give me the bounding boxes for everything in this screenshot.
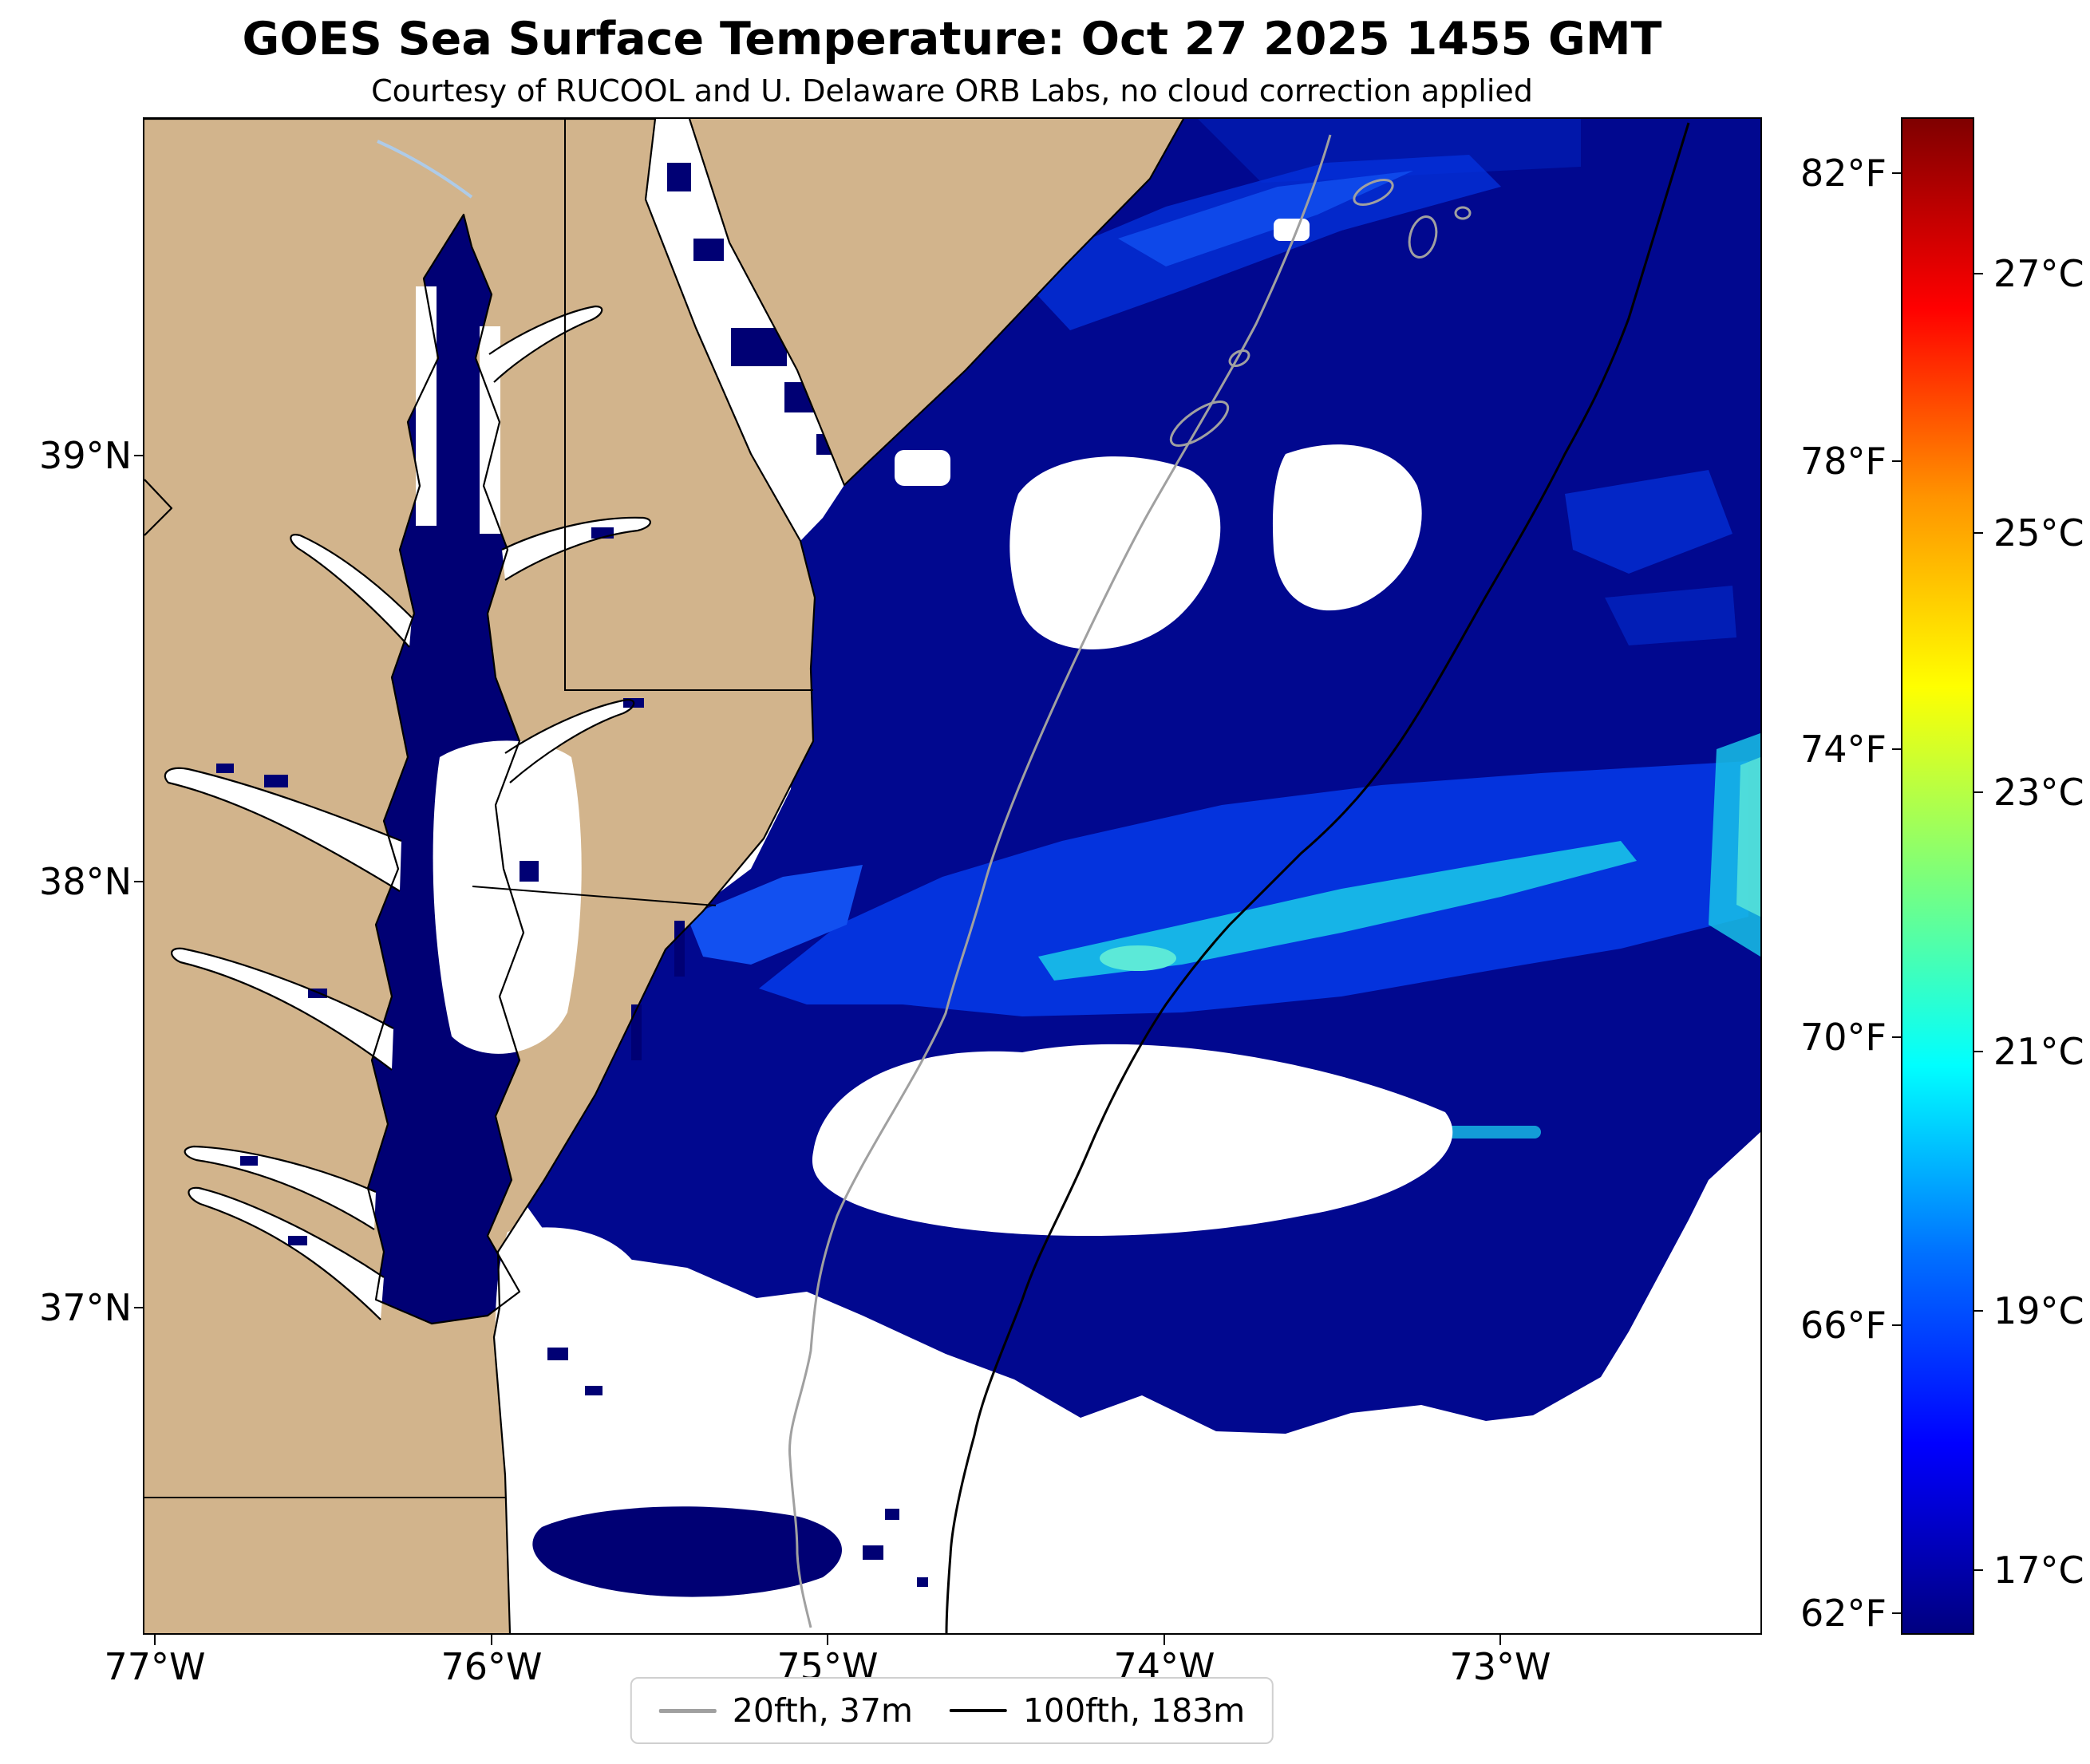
cb-f-label: 70°F <box>1800 1016 1887 1059</box>
x-tickmark <box>827 1635 828 1645</box>
cb-f-label: 78°F <box>1800 440 1887 483</box>
legend-item-100fth: 100fth, 183m <box>949 1691 1246 1730</box>
isobath-100fth-line <box>945 122 1690 1633</box>
nanticoke-river <box>505 700 634 783</box>
y-tickmark <box>134 881 144 882</box>
cb-c-label: 17°C <box>1993 1549 2084 1592</box>
isobath-legend: 20fth, 37m 100fth, 183m <box>630 1677 1274 1744</box>
cb-f-label: 82°F <box>1800 152 1887 195</box>
cb-f-tickmark <box>1892 1036 1902 1038</box>
warm-water-patches <box>687 119 1760 1139</box>
cb-c-tickmark <box>1973 532 1983 534</box>
x-tickmark <box>491 1635 492 1645</box>
patuxent-river <box>290 535 412 647</box>
potomac-river <box>164 768 401 891</box>
sst-map <box>144 119 1760 1633</box>
x-tickmark <box>1164 1635 1165 1645</box>
x-tickmark <box>154 1635 156 1645</box>
legend-label-20fth: 20fth, 37m <box>732 1691 913 1730</box>
colorbar <box>1901 117 1974 1635</box>
map-plot-area <box>143 117 1762 1635</box>
x-tick-label: 73°W <box>1449 1645 1551 1688</box>
land-left-edge-notch <box>144 479 172 535</box>
legend-label-100fth: 100fth, 183m <box>1022 1691 1246 1730</box>
cb-c-tickmark <box>1973 273 1983 274</box>
land-new-jersey <box>689 119 1183 485</box>
cb-f-label: 62°F <box>1800 1592 1887 1635</box>
colorbar-gradient <box>1902 119 1973 1633</box>
ocean-cold-water <box>520 119 1760 1434</box>
cb-f-label: 66°F <box>1800 1304 1887 1347</box>
page-subtitle: Courtesy of RUCOOL and U. Delaware ORB L… <box>371 73 1533 109</box>
x-tickmark <box>1499 1635 1501 1645</box>
md-va-boundary <box>472 886 717 906</box>
cb-c-tickmark <box>1973 1569 1983 1571</box>
cb-f-label: 74°F <box>1800 728 1887 771</box>
de-md-boundary <box>564 119 813 691</box>
cb-c-tickmark <box>1973 1310 1983 1312</box>
cb-f-tickmark <box>1892 1324 1902 1326</box>
page-title: GOES Sea Surface Temperature: Oct 27 202… <box>242 13 1662 65</box>
cloud-patches-ocean <box>812 219 1453 1237</box>
isobath-20fth-line <box>788 134 1472 1628</box>
legend-line-20fth <box>658 1708 717 1713</box>
y-tick-label: 39°N <box>39 434 132 477</box>
y-tickmark <box>134 1307 144 1308</box>
y-tickmark <box>134 455 144 456</box>
cb-f-tickmark <box>1892 460 1902 462</box>
cb-c-tickmark <box>1973 1051 1983 1052</box>
cb-c-label: 25°C <box>1993 511 2084 554</box>
cb-c-label: 21°C <box>1993 1030 2084 1073</box>
susquehanna-river-line <box>377 140 473 199</box>
cb-f-tickmark <box>1892 748 1902 750</box>
cb-f-tickmark <box>1892 1612 1902 1614</box>
x-tick-label: 76°W <box>441 1645 543 1688</box>
cb-c-label: 19°C <box>1993 1289 2084 1332</box>
cb-c-label: 27°C <box>1993 252 2084 295</box>
x-tick-label: 77°W <box>104 1645 206 1688</box>
y-tick-label: 38°N <box>39 860 132 903</box>
legend-line-100fth <box>949 1709 1007 1712</box>
y-tick-label: 37°N <box>39 1286 132 1329</box>
cold-pixel-specks <box>216 527 928 1597</box>
cb-c-label: 23°C <box>1993 771 2084 814</box>
cb-f-tickmark <box>1892 172 1902 174</box>
chester-river <box>489 306 603 382</box>
state-boundaries <box>144 119 813 1498</box>
coastlines <box>144 119 1184 1633</box>
legend-item-20fth: 20fth, 37m <box>658 1691 913 1730</box>
rappahannock-river <box>172 948 393 1070</box>
cb-c-tickmark <box>1973 791 1983 793</box>
